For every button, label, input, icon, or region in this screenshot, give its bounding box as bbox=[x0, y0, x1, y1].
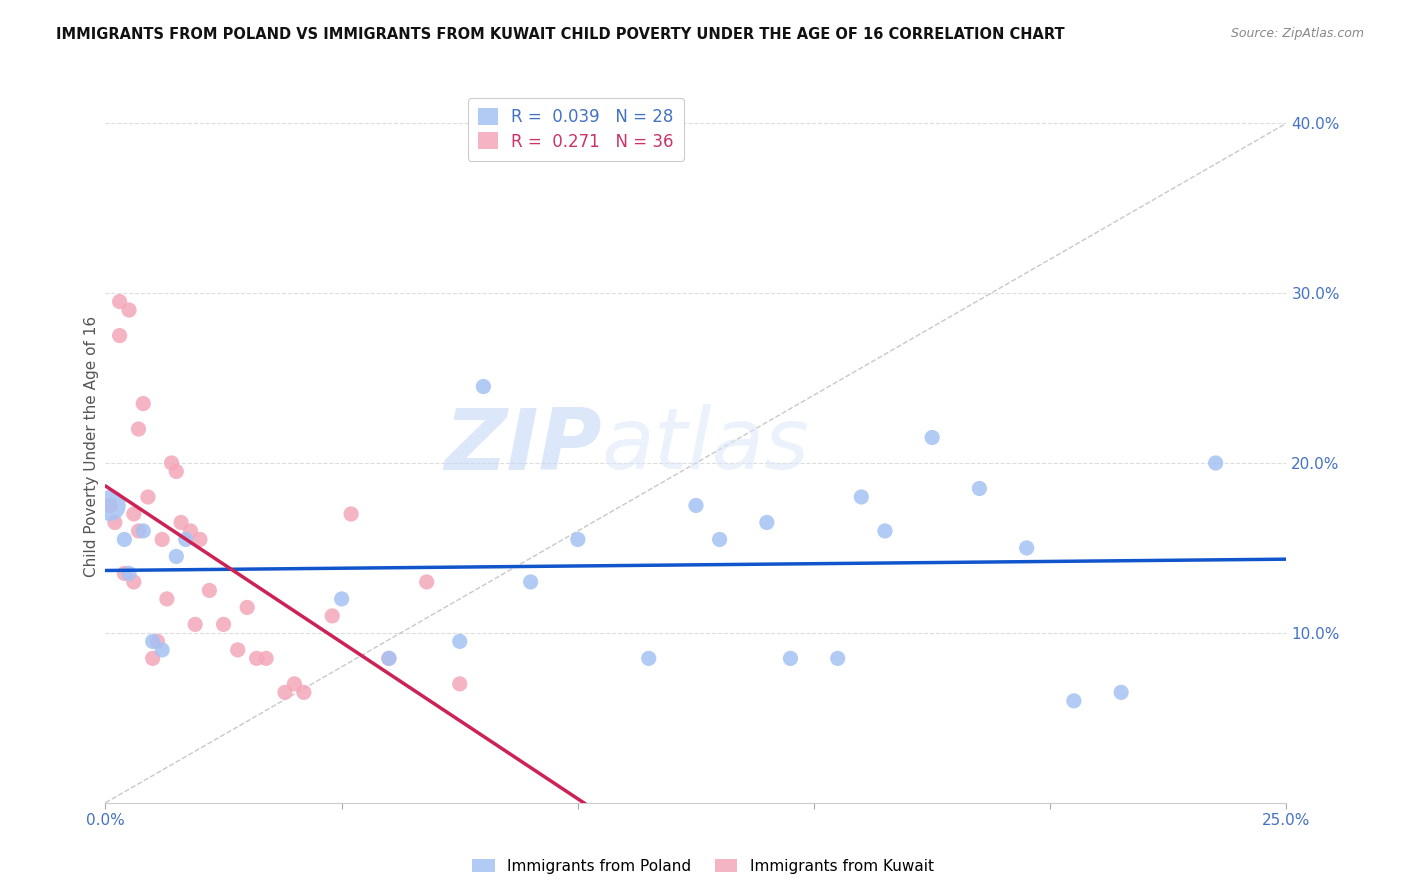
Point bbox=[188, 533, 211, 547]
Point bbox=[755, 516, 778, 530]
Text: IMMIGRANTS FROM POLAND VS IMMIGRANTS FROM KUWAIT CHILD POVERTY UNDER THE AGE OF : IMMIGRANTS FROM POLAND VS IMMIGRANTS FRO… bbox=[56, 27, 1064, 42]
Point bbox=[128, 524, 150, 538]
Point bbox=[165, 465, 187, 479]
Point bbox=[98, 499, 121, 513]
Point bbox=[122, 574, 145, 589]
Point bbox=[150, 533, 173, 547]
Point bbox=[118, 303, 141, 318]
Point bbox=[779, 651, 801, 665]
Point bbox=[128, 422, 150, 436]
Point bbox=[472, 379, 495, 393]
Point bbox=[330, 591, 353, 606]
Text: atlas: atlas bbox=[602, 404, 810, 488]
Point bbox=[142, 634, 165, 648]
Point bbox=[969, 482, 991, 496]
Point bbox=[226, 643, 249, 657]
Point bbox=[150, 643, 173, 657]
Point bbox=[108, 294, 131, 309]
Point bbox=[112, 566, 135, 581]
Point bbox=[283, 677, 305, 691]
Point bbox=[160, 456, 183, 470]
Point bbox=[122, 507, 145, 521]
Legend: Immigrants from Poland, Immigrants from Kuwait: Immigrants from Poland, Immigrants from … bbox=[467, 853, 939, 880]
Point bbox=[170, 516, 193, 530]
Text: ZIP: ZIP bbox=[444, 404, 602, 488]
Point bbox=[246, 651, 269, 665]
Legend: R =  0.039   N = 28, R =  0.271   N = 36: R = 0.039 N = 28, R = 0.271 N = 36 bbox=[468, 97, 683, 161]
Text: Source: ZipAtlas.com: Source: ZipAtlas.com bbox=[1230, 27, 1364, 40]
Point bbox=[921, 430, 943, 444]
Point bbox=[567, 533, 589, 547]
Point bbox=[184, 617, 207, 632]
Point bbox=[236, 600, 259, 615]
Point bbox=[637, 651, 659, 665]
Point bbox=[118, 566, 141, 581]
Point bbox=[1015, 541, 1038, 555]
Point bbox=[108, 328, 131, 343]
Point bbox=[873, 524, 896, 538]
Point bbox=[179, 524, 201, 538]
Point bbox=[132, 524, 155, 538]
Point bbox=[104, 516, 127, 530]
Point bbox=[274, 685, 297, 699]
Point bbox=[142, 651, 165, 665]
Point bbox=[685, 499, 707, 513]
Point bbox=[146, 634, 169, 648]
Point bbox=[519, 574, 541, 589]
Point bbox=[98, 499, 121, 513]
Point bbox=[132, 396, 155, 410]
Point bbox=[378, 651, 401, 665]
Point bbox=[1063, 694, 1085, 708]
Point bbox=[112, 533, 135, 547]
Y-axis label: Child Poverty Under the Age of 16: Child Poverty Under the Age of 16 bbox=[84, 316, 98, 576]
Point bbox=[1205, 456, 1227, 470]
Point bbox=[174, 533, 197, 547]
Point bbox=[415, 574, 437, 589]
Point bbox=[254, 651, 277, 665]
Point bbox=[165, 549, 187, 564]
Point bbox=[340, 507, 363, 521]
Point bbox=[212, 617, 235, 632]
Point bbox=[136, 490, 159, 504]
Point bbox=[292, 685, 315, 699]
Point bbox=[449, 677, 471, 691]
Point bbox=[156, 591, 179, 606]
Point bbox=[709, 533, 731, 547]
Point bbox=[198, 583, 221, 598]
Point bbox=[321, 608, 343, 623]
Point bbox=[449, 634, 471, 648]
Point bbox=[1109, 685, 1132, 699]
Point bbox=[378, 651, 401, 665]
Point bbox=[851, 490, 873, 504]
Point bbox=[827, 651, 849, 665]
